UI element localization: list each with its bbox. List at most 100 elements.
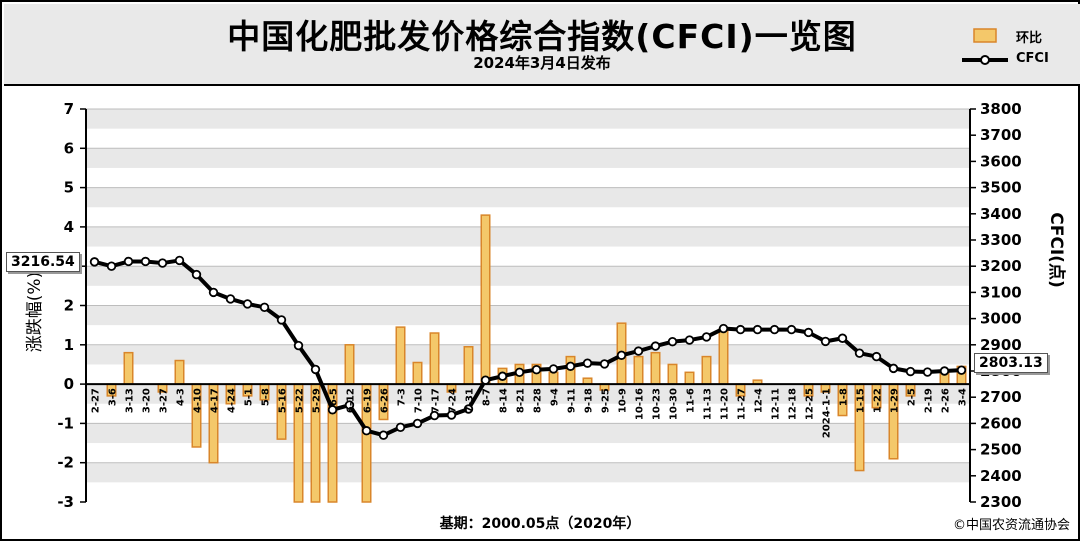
left-tick-label: 1: [64, 336, 74, 354]
cfci-point: [854, 348, 865, 358]
x-tick-label: 9-25: [601, 388, 612, 413]
grid-band: [86, 423, 970, 444]
left-tick-label: 2: [64, 297, 74, 315]
cfci-point: [752, 324, 763, 335]
cfci-point: [344, 400, 355, 410]
left-tick-label: 0: [64, 375, 74, 393]
cfci-point: [599, 359, 610, 369]
cfci-point: [395, 422, 406, 433]
cfci-point: [922, 367, 933, 377]
cfci-point: [548, 364, 559, 374]
grid-band: [86, 226, 970, 247]
x-tick-label: 5-16: [278, 388, 289, 413]
cfci-point: [803, 327, 814, 338]
x-tick-label: 3-20: [142, 388, 153, 413]
legend-line-label: CFCI: [1016, 51, 1049, 66]
right-axis-ticks: 2300240025002600270028002900300031003200…: [970, 100, 1022, 511]
cfci-point: [531, 364, 542, 375]
cfci-point: [310, 364, 321, 375]
cfci-point: [429, 410, 440, 421]
chart-title: 中国化肥批发价格综合指数(CFCI)一览图: [227, 17, 857, 56]
bar: [463, 346, 474, 385]
cfci-line: [94, 258, 962, 438]
right-tick-label: 3100: [980, 283, 1022, 301]
x-tick-label: 7-3: [397, 388, 408, 406]
x-tick-label: 3-13: [125, 388, 136, 413]
cfci-point: [157, 258, 168, 268]
x-tick-label: 6-19: [363, 388, 374, 413]
right-tick-label: 3500: [980, 179, 1022, 197]
cfci-point: [939, 366, 950, 376]
x-tick-label: 11-27: [737, 388, 748, 420]
legend-item-bar: 环比: [960, 26, 1070, 46]
x-tick-label: 3-4: [958, 388, 969, 406]
x-tick-label: 12-4: [754, 388, 765, 413]
base-note: 基期：2000.05点（2020年）: [439, 516, 641, 532]
cfci-point: [514, 367, 525, 378]
x-tick-label: 8-28: [533, 388, 544, 413]
credit: ©中国农资流通协会: [952, 518, 1070, 533]
right-tick-label: 3800: [980, 100, 1022, 118]
right-tick-label: 3600: [980, 152, 1022, 170]
right-tick-label: 2300: [980, 493, 1022, 511]
x-tick-label: 10-9: [618, 388, 629, 413]
bar: [633, 355, 644, 385]
cfci-point: [276, 315, 287, 325]
cfci-point: [174, 255, 185, 266]
grid-band: [86, 187, 970, 208]
x-tick-label: 3-27: [159, 388, 170, 413]
x-tick-label: 9-18: [584, 388, 595, 413]
cfci-point: [616, 350, 627, 360]
chart-subtitle: 2024年3月4日发布: [473, 54, 611, 72]
cfci-point: [463, 404, 474, 414]
x-tick-label: 7-10: [414, 388, 425, 413]
right-tick-label: 2500: [980, 441, 1022, 459]
bar: [548, 371, 559, 385]
x-axis-ticks: 2-27 3-6 3-13 3-20 3-27 4-3 4-10 4-17 4-24 5-1 5-8…: [91, 388, 969, 438]
cfci-point: [871, 351, 882, 362]
cfci-point: [480, 375, 491, 385]
x-tick-label: 5-8: [261, 388, 272, 406]
legend-bar-swatch: [973, 28, 997, 43]
cfci-point: [327, 405, 338, 415]
cfci-point: [412, 418, 423, 429]
left-tick-label: -1: [57, 414, 74, 432]
x-tick-label: 2-27: [91, 388, 102, 413]
cfci-point: [667, 336, 678, 347]
x-tick-label: 12-25: [805, 388, 816, 420]
x-tick-label: 5-1: [244, 388, 255, 406]
x-tick-label: 7-31: [465, 388, 476, 413]
cfci-point: [446, 410, 457, 420]
cfci-point: [769, 324, 780, 335]
x-tick-label: 9-4: [550, 388, 561, 406]
grid-bands: [86, 108, 970, 483]
x-tick-label: 4-10: [193, 388, 204, 413]
cfci-point: [684, 335, 695, 345]
bar: [344, 344, 355, 385]
grid-band: [86, 344, 970, 365]
x-tick-label: 2024-1-1: [822, 388, 833, 438]
x-tick-label: 3-6: [108, 388, 119, 406]
cfci-point: [191, 269, 202, 280]
x-tick-label: 6-12: [346, 388, 357, 413]
bar: [412, 361, 423, 385]
left-tick-label: 5: [64, 179, 74, 197]
x-tick-label: 10-16: [635, 388, 646, 420]
bar: [718, 328, 729, 385]
x-tick-label: 1-29: [890, 388, 901, 413]
x-tick-label: 5-22: [295, 388, 306, 413]
grid-band: [86, 384, 970, 404]
cfci-point: [565, 361, 576, 371]
x-tick-label: 4-3: [176, 388, 187, 406]
x-tick-label: 9-11: [567, 388, 578, 413]
grid-band: [86, 462, 970, 483]
line-series: [89, 255, 967, 440]
right-tick-label: 3700: [980, 126, 1022, 144]
x-tick-label: 8-21: [516, 388, 527, 413]
cfci-point: [140, 256, 151, 267]
cfci-point: [378, 430, 389, 440]
bar: [667, 363, 678, 385]
grid-band: [86, 148, 970, 168]
right-tick-label: 2400: [980, 467, 1022, 485]
